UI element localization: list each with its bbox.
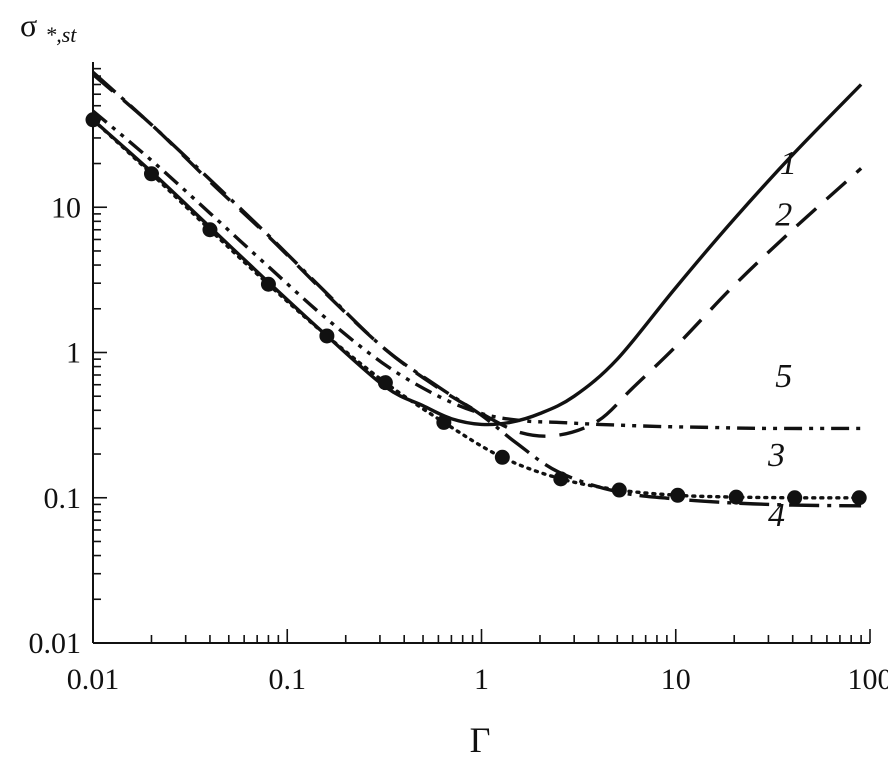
series-3-marker xyxy=(494,449,510,465)
axes: 0.01 0.1 1 10 100 0.01 0.1 1 10 xyxy=(29,62,888,696)
x-tick-label: 0.1 xyxy=(269,663,307,696)
series-2-line xyxy=(91,73,863,438)
series-3-marker xyxy=(377,375,393,391)
curve-label-5: 5 xyxy=(775,358,792,395)
series-3-marker xyxy=(670,487,686,503)
y-axis-title-main: σ xyxy=(20,7,37,43)
series-3-marker xyxy=(728,489,744,505)
series-3-marker xyxy=(260,276,276,292)
series-3-marker xyxy=(85,112,101,128)
x-axis-title: Γ xyxy=(470,720,491,760)
curve-label-1: 1 xyxy=(780,145,797,182)
series-3-marker xyxy=(553,471,569,487)
series-5-line xyxy=(91,109,862,431)
x-tick-label: 10 xyxy=(661,663,691,696)
series-4-line xyxy=(91,71,862,508)
y-tick-label: 0.01 xyxy=(29,627,82,660)
y-tick-label: 1 xyxy=(66,337,81,370)
x-tick-label: 0.01 xyxy=(67,663,120,696)
x-tick-label: 100 xyxy=(848,663,888,696)
series-3-marker xyxy=(319,328,335,344)
curve-label-4: 4 xyxy=(768,497,785,534)
x-tick-label: 1 xyxy=(474,663,489,696)
series-3-marker xyxy=(851,490,867,506)
labels: 1 2 5 3 4 xyxy=(767,145,797,534)
series-3-marker xyxy=(202,222,218,238)
curve-label-2: 2 xyxy=(775,196,792,233)
y-axis-title-sub: *,st xyxy=(45,22,77,47)
y-tick-label: 0.1 xyxy=(44,482,82,515)
series-3-marker xyxy=(436,414,452,430)
series-3-marker xyxy=(787,490,803,506)
markers xyxy=(85,112,867,506)
series-3-marker xyxy=(143,166,159,182)
curves xyxy=(91,71,863,508)
series-3-marker xyxy=(611,482,627,498)
curve-label-3: 3 xyxy=(767,437,785,474)
series-1-line xyxy=(91,83,863,427)
y-axis-title: σ *,st xyxy=(20,7,77,47)
y-tick-label: 10 xyxy=(51,191,81,224)
